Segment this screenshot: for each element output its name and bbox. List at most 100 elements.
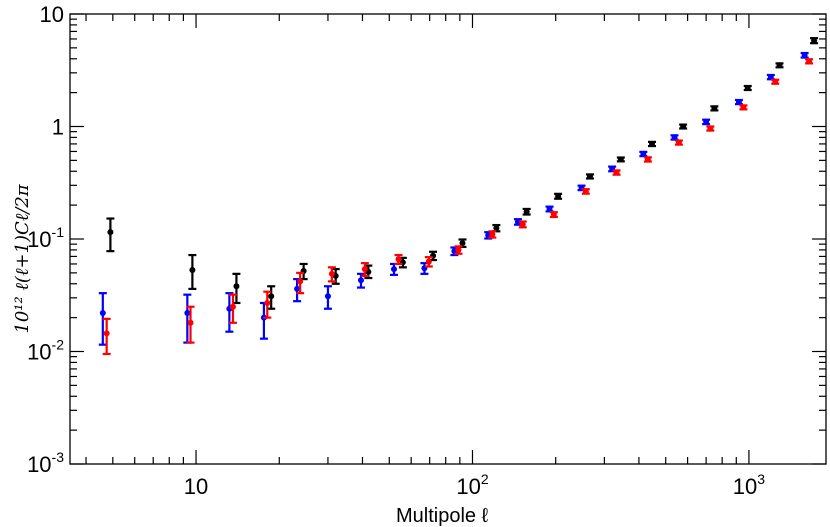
- data-point: [647, 140, 656, 148]
- data-point: [706, 125, 715, 132]
- y-tick-labels: 10-3 10-2 10-1 1 10: [27, 2, 64, 477]
- data-marker: [613, 169, 620, 176]
- data-marker: [582, 188, 589, 195]
- data-point: [771, 78, 780, 85]
- data-marker: [767, 74, 774, 81]
- axis-ticks: [70, 13, 826, 465]
- data-marker: [546, 205, 553, 212]
- data-marker: [357, 277, 364, 284]
- data-point: [228, 293, 237, 324]
- data-marker: [707, 125, 714, 132]
- data-point: [323, 285, 332, 310]
- data-marker: [640, 150, 647, 157]
- data-point: [225, 292, 234, 333]
- data-marker: [523, 208, 530, 215]
- data-point: [356, 272, 365, 289]
- data-marker: [514, 218, 521, 225]
- data-marker: [806, 58, 813, 65]
- y-axis-label: 10¹² ℓ(ℓ+1)Cℓ/2π: [12, 183, 33, 333]
- data-marker: [489, 231, 496, 238]
- data-point: [800, 51, 809, 59]
- data-marker: [268, 293, 275, 300]
- data-point: [643, 156, 652, 163]
- data-marker: [519, 221, 526, 228]
- data-marker: [555, 193, 562, 200]
- data-marker: [459, 240, 466, 247]
- data-point: [739, 104, 748, 111]
- data-marker: [671, 134, 678, 141]
- series-1: [98, 51, 809, 346]
- data-point: [585, 173, 594, 180]
- data-point: [424, 256, 433, 268]
- data-marker: [801, 52, 808, 59]
- data-point: [522, 207, 531, 216]
- data-marker: [648, 140, 655, 147]
- x-axis-label: Multipole ℓ: [396, 505, 489, 527]
- data-point: [549, 211, 558, 219]
- data-marker: [294, 285, 301, 292]
- data-point: [394, 253, 403, 266]
- data-marker: [361, 266, 368, 273]
- data-point: [296, 271, 305, 295]
- data-marker: [675, 139, 682, 146]
- data-point: [612, 169, 621, 176]
- data-marker: [99, 309, 106, 316]
- data-marker: [395, 256, 402, 263]
- data-marker: [617, 156, 624, 163]
- data-point: [186, 305, 195, 344]
- data-marker: [264, 299, 271, 306]
- data-marker: [550, 211, 557, 218]
- data-marker: [811, 37, 818, 44]
- data-point: [183, 293, 192, 344]
- data-marker: [107, 229, 114, 236]
- data-marker: [297, 278, 304, 285]
- data-point: [513, 218, 522, 226]
- data-point: [775, 62, 784, 69]
- data-marker: [740, 104, 747, 111]
- x-tick-labels: 10 102 103: [184, 471, 765, 499]
- data-point: [232, 272, 241, 305]
- data-point: [734, 98, 743, 106]
- data-marker: [187, 319, 194, 326]
- data-point: [810, 37, 819, 45]
- data-marker: [189, 267, 196, 274]
- x-tick-label: 10: [184, 474, 208, 499]
- data-marker: [493, 225, 500, 232]
- x-tick-label: 102: [456, 471, 488, 499]
- series-0: [106, 37, 819, 310]
- data-marker: [680, 123, 687, 130]
- series-layer: [98, 37, 819, 356]
- data-point: [327, 266, 336, 283]
- data-marker: [184, 309, 191, 316]
- data-point: [710, 105, 719, 112]
- data-point: [674, 139, 683, 146]
- data-marker: [644, 156, 651, 163]
- data-point: [518, 220, 527, 229]
- data-marker: [103, 330, 110, 337]
- data-point: [743, 84, 752, 92]
- data-point: [429, 250, 438, 262]
- data-point: [267, 285, 276, 310]
- data-point: [389, 262, 398, 276]
- data-point: [420, 262, 429, 275]
- x-tick-label: 103: [733, 471, 765, 499]
- data-point: [616, 156, 625, 163]
- y-tick-label: 10-2: [27, 337, 64, 365]
- data-point: [679, 123, 688, 130]
- data-marker: [390, 266, 397, 273]
- data-point: [805, 58, 814, 65]
- data-marker: [711, 105, 718, 112]
- data-point: [102, 317, 111, 356]
- data-point: [488, 230, 497, 239]
- y-tick-label: 10-1: [27, 224, 64, 252]
- y-tick-label: 1: [52, 115, 64, 140]
- data-marker: [735, 99, 742, 106]
- plot-frame: [69, 13, 827, 465]
- data-point: [106, 217, 115, 253]
- data-marker: [425, 258, 432, 265]
- data-marker: [233, 283, 240, 290]
- series-2: [102, 58, 814, 356]
- data-point: [454, 245, 463, 255]
- y-tick-label: 10: [40, 2, 64, 27]
